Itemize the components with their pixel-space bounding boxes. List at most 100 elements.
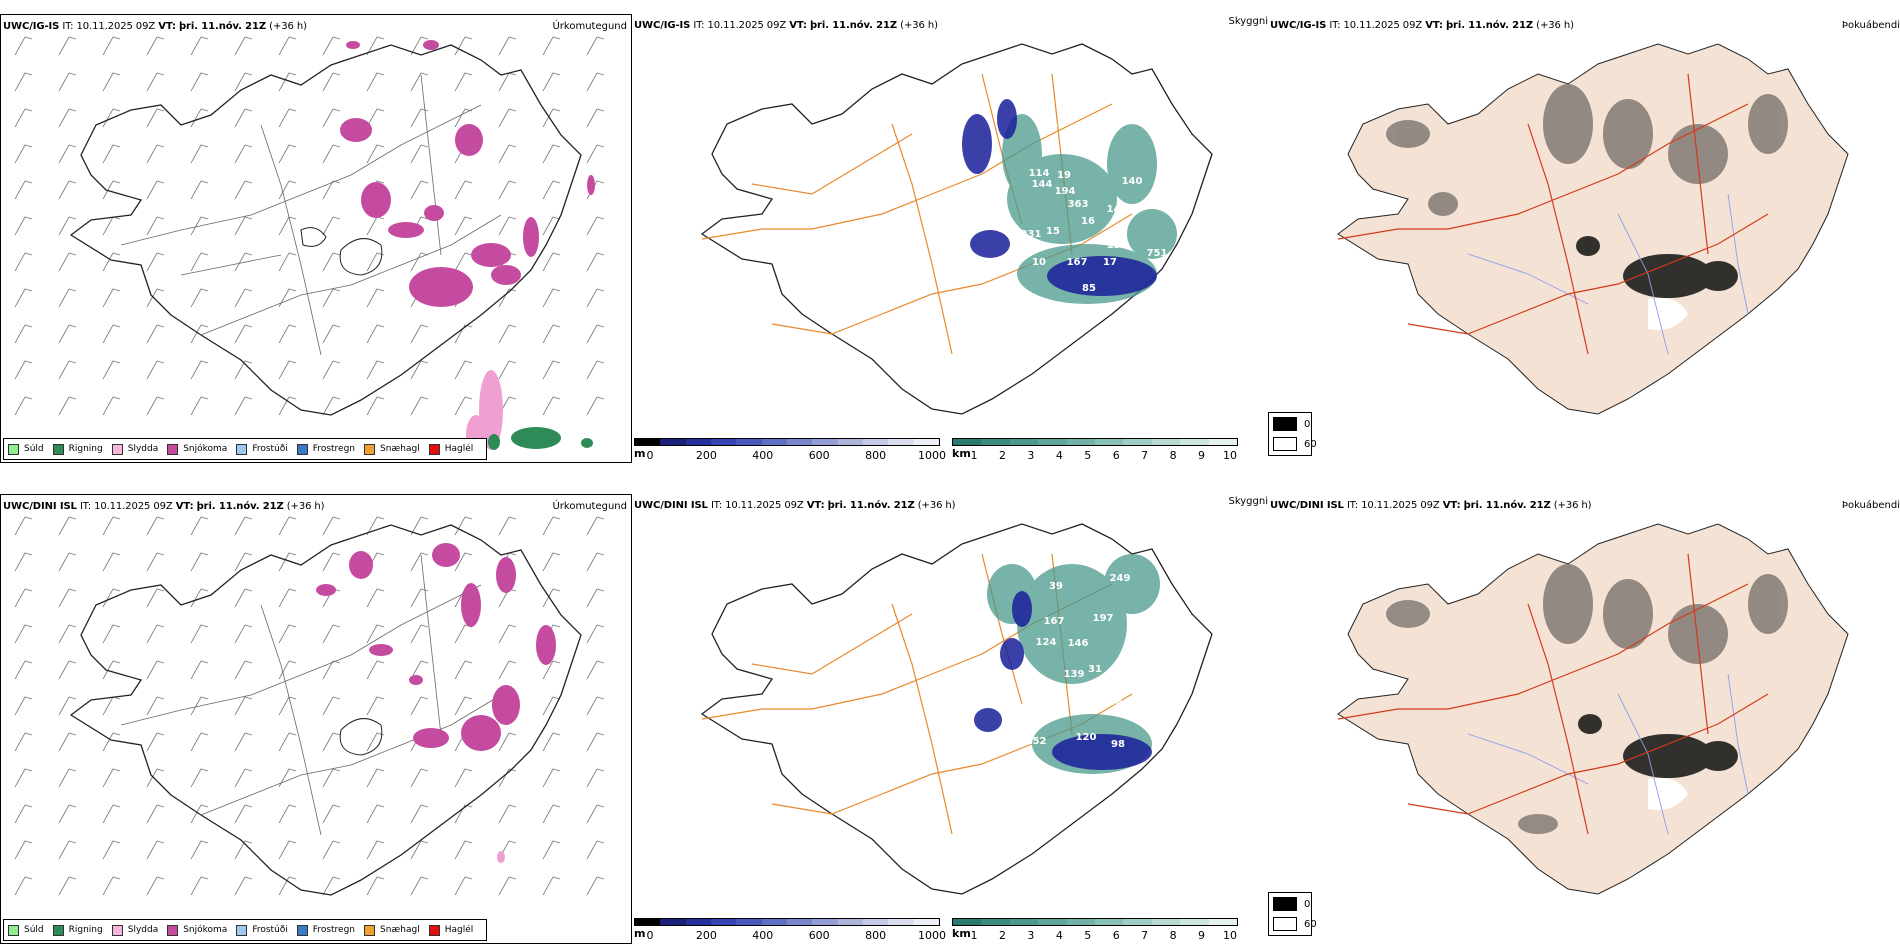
wind-barb [410,588,429,608]
wind-barb [102,72,121,92]
wind-barb [58,732,77,752]
wind-barb [454,552,473,572]
iceland-outline [69,44,582,416]
wind-barb [14,696,33,716]
legend-item: Haglél [428,924,473,936]
wind-barb [146,324,165,344]
wind-barb [278,516,297,536]
legend-item: Frostúði [236,443,288,455]
iceland-outline [700,523,1213,895]
wind-barb [278,72,297,92]
colorbar-tick: 10 [1223,449,1237,462]
wind-barb [102,252,121,272]
wind-barb [454,72,473,92]
wind-barb [146,696,165,716]
fog-legend-swatch [1273,437,1297,451]
legend-item: Frostúði [236,924,288,936]
legend-label: Slydda [127,925,159,935]
wind-barb [454,696,473,716]
colorbar-tick: 5 [1084,449,1092,462]
wind-barb [542,396,561,416]
colorbar-tick: 400 [752,929,774,942]
ceiling-value-labels: 39 249 167 197 124 146 139 31 148 43 152 120 98 [1014,573,1130,750]
ceiling-value-label: 85 [1082,283,1096,294]
wind-barb [14,288,33,308]
wind-barb [366,876,385,896]
colorbar-tick: 6 [1112,449,1120,462]
wind-barb [14,804,33,824]
wind-barb [14,72,33,92]
wind-barb [542,840,561,860]
wind-barb [58,180,77,200]
wind-barb [322,804,341,824]
fog-legend-swatch [1273,417,1297,431]
wind-barb [366,804,385,824]
wind-barb [234,252,253,272]
colorbar-cell [837,919,863,925]
wind-barb [278,396,297,416]
colorbar-cell [660,439,686,445]
wind-barb [14,144,33,164]
wind-barb [14,768,33,788]
ceiling-value-label: 751 [1147,248,1168,259]
wind-barb [58,144,77,164]
wind-barb [14,324,33,344]
wind-barb [58,72,77,92]
legend-item: Snæhagl [364,924,420,936]
colorbar-cell [1066,439,1096,445]
wind-barb [542,588,561,608]
glacier-white [1648,298,1688,330]
colorbar-tick: 4 [1055,929,1063,942]
fog-legend-row: 0 [1273,417,1310,431]
cloud-panel-row2: 39 249 167 197 124 146 139 31 148 43 152 120 98 UWC/… [632,494,1268,944]
legend-swatch [167,443,179,455]
ceiling-value-label: 148 [1102,697,1123,708]
wind-barb [410,552,429,572]
wind-barb [498,108,517,128]
ceiling-value-label: 19 [1057,170,1071,181]
legend-swatch [8,443,19,455]
wind-barb [58,216,77,236]
wind-barb [14,624,33,644]
wind-barb [498,180,517,200]
wind-barb [498,36,517,56]
fog-shading [1386,84,1788,216]
wind-barb [586,876,605,896]
wind-barb [278,660,297,680]
wind-barb [586,768,605,788]
wind-barb [586,108,605,128]
colorbar-cell [1095,919,1124,925]
legend-label: Frostregn [312,925,356,935]
fog-legend-swatch [1273,917,1297,931]
fog-legend-label: 0 [1304,898,1311,910]
wind-barb [498,72,517,92]
wind-barb [58,252,77,272]
wind-barb [102,732,121,752]
precip-map-row2 [14,516,605,896]
fog-map-row2 [1337,523,1849,895]
wind-barb [146,216,165,236]
wind-barb [14,396,33,416]
ceiling-value-label: 231 [1021,229,1042,240]
colorbar-unit: km [952,447,971,460]
wind-barb [586,216,605,236]
colorbar-tick: 4 [1055,449,1063,462]
wind-barbs [14,36,605,416]
wind-barb [102,144,121,164]
wind-barb [366,516,385,536]
legend-swatch [236,443,248,455]
colorbar-cell [1208,919,1238,925]
legend-label: Snjókoma [183,925,228,935]
colorbar-cell [660,919,686,925]
wind-barb [454,804,473,824]
precip-panel-row1: UWC/IG-IS IT: 10.11.2025 09Z VT: þri. 11… [0,14,632,463]
wind-barb [498,360,517,380]
ceiling-value-label: 152 [1026,736,1047,747]
glacier-outline [339,238,383,276]
wind-barb [102,840,121,860]
wind-barb [542,216,561,236]
snow-areas [316,543,556,751]
wind-barb [366,288,385,308]
